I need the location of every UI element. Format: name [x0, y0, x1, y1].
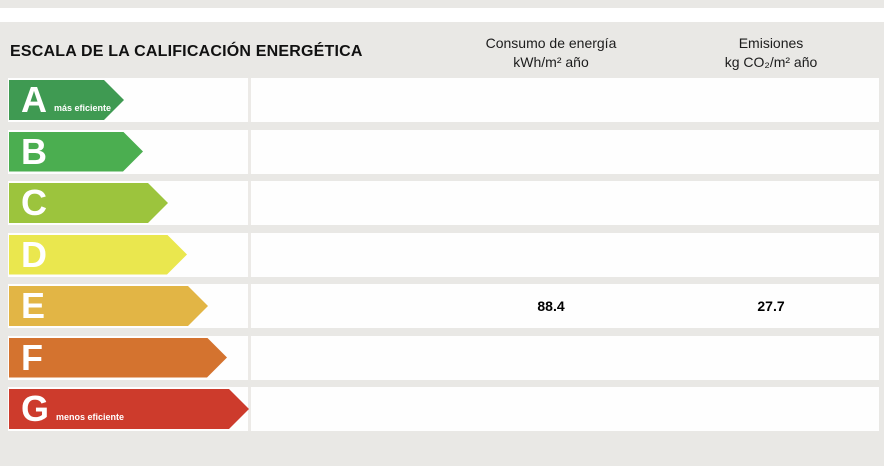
- rating-arrow-g: G menos eficiente: [9, 389, 249, 429]
- scale-row-e: E 88.4 27.7: [8, 284, 879, 328]
- emissions-value: [721, 387, 821, 431]
- column-divider: [248, 387, 251, 431]
- column-divider: [248, 181, 251, 225]
- rating-arrow-b: B: [9, 132, 143, 172]
- scale-row-a: A más eficiente: [8, 78, 879, 122]
- rating-letter: E: [21, 285, 46, 326]
- emissions-header-line2: kg CO₂/m² año: [724, 54, 818, 70]
- consumption-header-line1: Consumo de energía: [485, 35, 617, 51]
- consumption-value: 88.4: [537, 298, 565, 314]
- rating-arrow-f: F: [9, 338, 227, 378]
- energy-scale-panel: ESCALA DE LA CALIFICACIÓN ENERGÉTICA Con…: [0, 22, 884, 466]
- emissions-value: [721, 336, 821, 380]
- top-band: [0, 0, 884, 8]
- consumption-value: [501, 387, 601, 431]
- rating-arrow-a: A más eficiente: [9, 80, 124, 120]
- column-divider: [248, 335, 251, 380]
- column-divider: [248, 129, 251, 174]
- rating-arrow-d: D: [9, 235, 187, 275]
- rating-letter: C: [21, 182, 47, 223]
- consumption-header-line2: kWh/m² año: [513, 54, 589, 70]
- rating-note: menos eficiente: [56, 412, 125, 422]
- consumption-value: [501, 130, 601, 174]
- emissions-value: [721, 130, 821, 174]
- scale-row-b: B: [8, 129, 879, 174]
- rating-letter: A: [21, 79, 47, 120]
- rating-letter: D: [21, 233, 47, 275]
- emissions-value: [721, 181, 821, 225]
- column-divider: [248, 78, 251, 122]
- column-divider: [248, 284, 251, 328]
- emissions-value: [721, 78, 821, 122]
- rating-arrow-e: E: [9, 286, 208, 326]
- scale-row-f: F: [8, 335, 879, 380]
- consumption-value: [501, 181, 601, 225]
- consumption-value: [501, 336, 601, 380]
- rating-letter: F: [21, 336, 43, 378]
- consumption-column-header: Consumo de energía kWh/m² año: [441, 34, 661, 72]
- scale-row-d: D: [8, 232, 879, 277]
- rating-letter: B: [21, 130, 47, 172]
- rating-letter: G: [21, 388, 50, 429]
- emissions-value: [721, 233, 821, 277]
- consumption-value: [501, 78, 601, 122]
- consumption-value: [501, 233, 601, 277]
- scale-row-c: C: [8, 181, 879, 225]
- emissions-value: 27.7: [757, 298, 785, 314]
- rating-note: más eficiente: [54, 103, 112, 113]
- scale-row-g: G menos eficiente: [8, 387, 879, 431]
- emissions-column-header: Emisiones kg CO₂/m² año: [661, 34, 881, 72]
- rating-arrow-c: C: [9, 183, 168, 223]
- emissions-header-line1: Emisiones: [738, 35, 804, 51]
- column-divider: [248, 232, 251, 277]
- page-title: ESCALA DE LA CALIFICACIÓN ENERGÉTICA: [10, 43, 363, 60]
